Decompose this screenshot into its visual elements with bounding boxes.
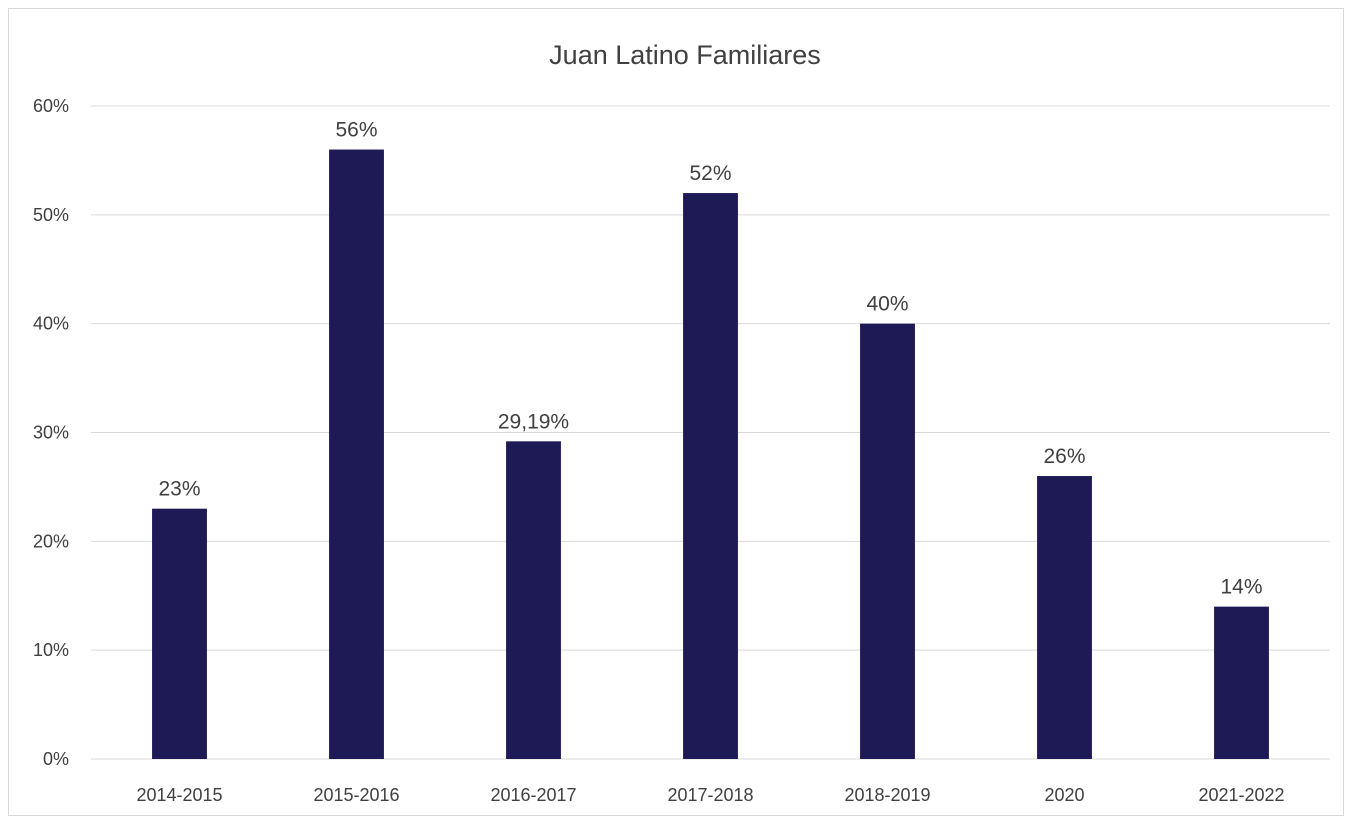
data-label: 29,19% [498,410,569,433]
chart-title: Juan Latino Familiares [549,40,821,70]
bar-2021-2022 [1214,607,1269,759]
y-tick-label: 10% [33,640,69,660]
data-label: 26% [1043,445,1085,468]
bars [152,150,1269,759]
bar-2017-2018 [683,193,738,759]
y-tick-label: 50% [33,205,69,225]
bar-2016-2017 [506,441,561,759]
bar-2015-2016 [329,150,384,759]
y-tick-label: 0% [43,749,69,769]
x-tick-label: 2017-2018 [667,785,753,805]
bar-2014-2015 [152,509,207,759]
y-axis-ticks: 0% 10% 20% 30% 40% 50% 60% [33,96,69,769]
x-tick-label: 2021-2022 [1198,785,1284,805]
x-tick-label: 2014-2015 [136,785,222,805]
bar-2018-2019 [860,324,915,759]
y-tick-label: 60% [33,96,69,116]
bar-2020 [1037,476,1092,759]
x-tick-label: 2016-2017 [490,785,576,805]
x-tick-label: 2020 [1044,785,1084,805]
y-tick-label: 40% [33,314,69,334]
y-tick-label: 30% [33,423,69,443]
data-label: 56% [335,119,377,142]
x-axis-ticks: 2014-2015 2015-2016 2016-2017 2017-2018 2018… [136,785,1284,805]
data-label: 23% [158,478,200,501]
y-tick-label: 20% [33,531,69,551]
data-label: 52% [689,162,731,185]
data-label: 14% [1220,576,1262,599]
x-tick-label: 2018-2019 [844,785,930,805]
x-tick-label: 2015-2016 [313,785,399,805]
data-label: 40% [866,293,908,316]
